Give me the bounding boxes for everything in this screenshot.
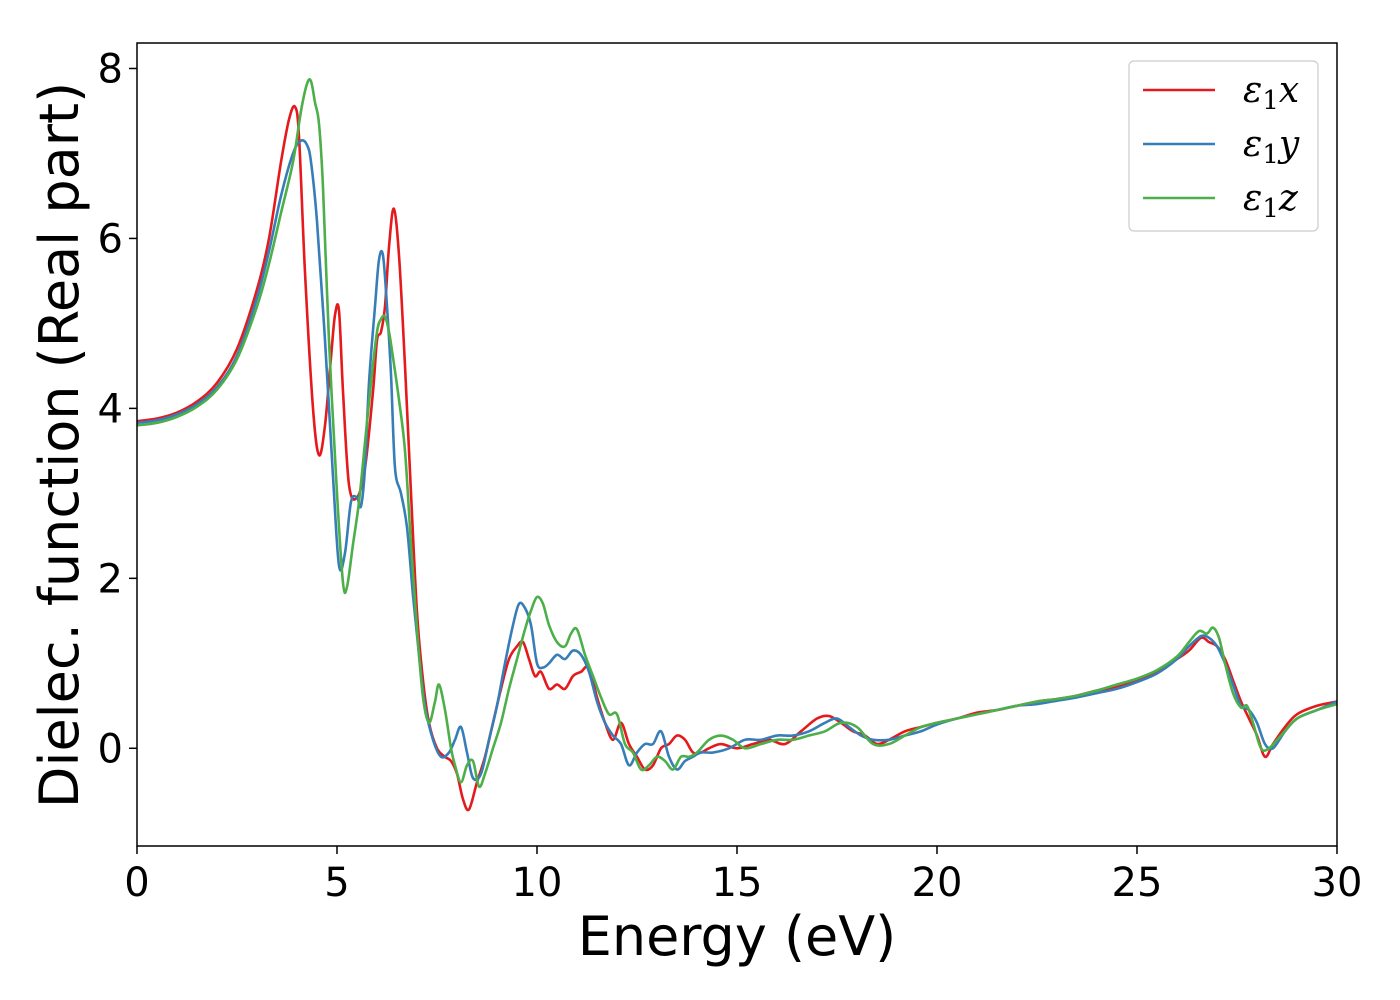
x-tick-label: 30: [1312, 860, 1363, 906]
x-tick-label: 5: [324, 860, 349, 906]
y-axis: 0 2 4 6 8: [98, 46, 137, 772]
y-tick-label: 8: [98, 46, 123, 92]
x-axis: 0 5 10 15 20 25 30: [124, 846, 1362, 906]
y-tick-label: 4: [98, 386, 123, 432]
legend: ε1x ε1y ε1z: [1128, 60, 1319, 232]
y-tick-label: 0: [98, 726, 123, 772]
series-layer: [137, 78, 1337, 812]
y-axis-label: Dielec. function (Real part): [28, 82, 91, 808]
legend-label-2: ε1z: [1243, 178, 1299, 224]
x-tick-label: 10: [512, 860, 563, 906]
y-tick-label: 6: [98, 216, 123, 262]
y-tick-label: 2: [98, 556, 123, 602]
series-line-2: [137, 78, 1337, 789]
series-line-1: [137, 138, 1337, 782]
legend-box: [1128, 60, 1319, 232]
legend-label-0: ε1x: [1243, 70, 1299, 116]
legend-label-1: ε1y: [1243, 124, 1300, 170]
x-tick-label: 25: [1112, 860, 1163, 906]
x-tick-label: 0: [124, 860, 149, 906]
x-tick-label: 15: [712, 860, 763, 906]
x-tick-label: 20: [912, 860, 963, 906]
x-axis-label: Energy (eV): [578, 905, 897, 968]
